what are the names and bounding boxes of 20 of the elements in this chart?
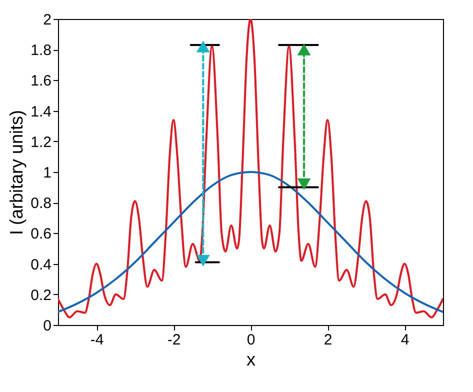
y-tick-label: 1.6 (30, 72, 52, 90)
line-series (58, 171, 443, 313)
y-tick-label: 2 (43, 12, 52, 28)
y-tick-label: 0.4 (30, 256, 52, 274)
x-tick-label: 4 (400, 332, 410, 348)
line-series (58, 19, 443, 318)
y-tick-label: 1.2 (30, 134, 52, 151)
y-tick-label: 1 (43, 164, 52, 182)
y-tick-label: 1.4 (30, 103, 52, 120)
x-tick-label: 0 (246, 332, 256, 348)
x-tick-label: -2 (167, 332, 181, 348)
y-axis-title: I (arbitary units) (6, 110, 27, 236)
x-tick-label: -4 (90, 332, 104, 348)
x-axis-title: x (246, 350, 256, 370)
y-tick-label: 1.8 (30, 42, 52, 60)
x-tick-label: 2 (324, 332, 332, 348)
y-tick-label: 0.8 (30, 195, 52, 212)
y-tick-label: 0.6 (30, 226, 52, 243)
y-tick-label: 0 (43, 318, 52, 334)
y-tick-label: 0.2 (30, 286, 52, 304)
